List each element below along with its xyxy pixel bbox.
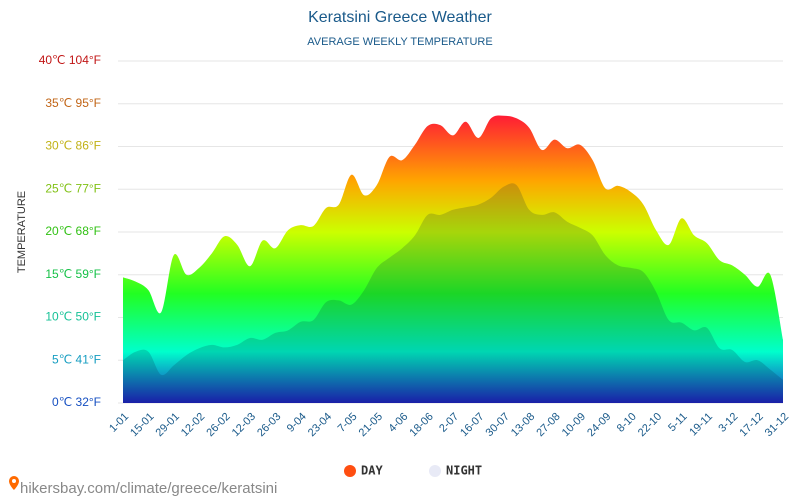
x-tick-label: 27-08 xyxy=(534,411,562,439)
x-tick-label: 5-11 xyxy=(666,411,689,434)
x-tick-label: 23-04 xyxy=(306,411,334,439)
legend-label: DAY xyxy=(361,464,383,478)
x-tick-label: 18-06 xyxy=(407,411,435,439)
legend-swatch xyxy=(429,465,441,477)
legend-label: NIGHT xyxy=(446,464,482,478)
x-tick-label: 13-08 xyxy=(509,411,537,439)
x-tick-label: 29-01 xyxy=(154,411,182,439)
x-tick-label: 17-12 xyxy=(737,411,765,439)
x-tick-label: 31-12 xyxy=(763,411,791,439)
x-tick-label: 26-03 xyxy=(255,411,283,439)
area-1 xyxy=(123,183,783,403)
area-0 xyxy=(123,115,783,403)
y-tick-label: 40℃ 104°F xyxy=(39,53,101,67)
x-tick-label: 22-10 xyxy=(636,411,664,439)
y-tick-label: 10℃ 50°F xyxy=(45,310,101,324)
y-tick-label: 25℃ 77°F xyxy=(45,181,101,195)
x-tick-label: 19-11 xyxy=(687,411,715,439)
x-tick-label: 26-02 xyxy=(204,411,232,439)
x-tick-label: 10-09 xyxy=(560,411,588,439)
x-tick-label: 12-03 xyxy=(230,411,258,439)
legend-swatch xyxy=(344,465,356,477)
x-tick-label: 15-01 xyxy=(128,411,156,439)
y-tick-label: 20℃ 68°F xyxy=(45,224,101,238)
x-tick-label: 21-05 xyxy=(357,411,385,439)
source: hikersbay.com/climate/greece/keratsini xyxy=(8,475,277,497)
x-tick-label: 30-07 xyxy=(484,411,512,439)
y-tick-label: 30℃ 86°F xyxy=(45,139,101,153)
source-text: hikersbay.com/climate/greece/keratsini xyxy=(20,480,277,497)
y-tick-label: 0℃ 32°F xyxy=(52,395,101,409)
x-tick-label: 16-07 xyxy=(458,411,486,439)
chart-title: Keratsini Greece Weather xyxy=(308,9,492,26)
y-tick-label: 5℃ 41°F xyxy=(52,352,101,366)
y-axis-label: TEMPERATURE xyxy=(16,191,28,273)
x-tick-label: 24-09 xyxy=(585,411,613,439)
y-tick-label: 15℃ 59°F xyxy=(45,267,101,281)
pin-hole xyxy=(12,479,16,483)
y-tick-label: 35℃ 95°F xyxy=(45,96,101,110)
x-tick-label: 12-02 xyxy=(179,411,207,439)
chart-subtitle: AVERAGE WEEKLY TEMPERATURE xyxy=(307,36,492,48)
